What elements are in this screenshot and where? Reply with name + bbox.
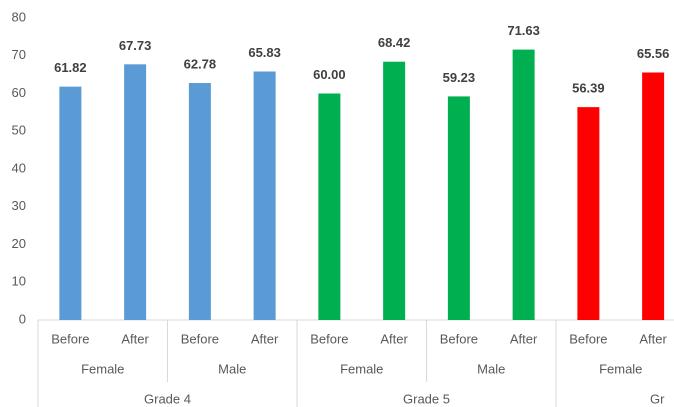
data-label: 59.23 <box>443 70 476 85</box>
x-tick-label: After <box>121 331 149 346</box>
y-tick-label: 40 <box>12 160 26 175</box>
data-label: 68.42 <box>378 35 411 50</box>
bar <box>383 61 406 320</box>
bar <box>124 64 147 321</box>
group-label: Male <box>218 361 246 376</box>
x-tick-label: After <box>380 331 408 346</box>
x-tick-label: Before <box>310 331 348 346</box>
supergroup-label: Grade 4 <box>144 391 191 406</box>
x-tick-label: Before <box>569 331 607 346</box>
bar <box>577 107 600 320</box>
data-label: 67.73 <box>119 38 152 53</box>
x-tick-label: After <box>510 331 538 346</box>
y-tick-label: 80 <box>12 9 26 24</box>
group-label: Female <box>599 361 642 376</box>
x-tick-label: Before <box>51 331 89 346</box>
bar <box>512 49 535 321</box>
data-label: 56.39 <box>572 81 605 96</box>
group-label: Male <box>477 361 505 376</box>
y-tick-label: 70 <box>12 47 26 62</box>
bar <box>188 83 211 321</box>
data-label: 71.63 <box>507 23 540 38</box>
bar <box>318 93 341 320</box>
bar <box>447 96 470 320</box>
x-tick-label: Before <box>181 331 219 346</box>
data-label: 65.56 <box>637 46 670 61</box>
data-label: 65.83 <box>248 45 281 60</box>
data-label: 61.82 <box>54 60 87 75</box>
bar <box>253 71 276 320</box>
x-tick-label: Before <box>440 331 478 346</box>
y-tick-label: 50 <box>12 123 26 138</box>
supergroup-label: Grade 5 <box>403 391 450 406</box>
group-label: Female <box>340 361 383 376</box>
y-tick-label: 0 <box>19 311 26 326</box>
y-tick-label: 10 <box>12 274 26 289</box>
x-tick-label: After <box>251 331 279 346</box>
supergroup-label: Gr <box>650 391 665 406</box>
data-label: 62.78 <box>184 56 217 71</box>
y-tick-label: 30 <box>12 198 26 213</box>
y-tick-label: 60 <box>12 85 26 100</box>
bar <box>642 72 665 320</box>
y-tick-label: 20 <box>12 236 26 251</box>
bar <box>59 86 82 320</box>
data-label: 60.00 <box>313 67 346 82</box>
x-tick-label: After <box>639 331 667 346</box>
group-label: Female <box>81 361 124 376</box>
